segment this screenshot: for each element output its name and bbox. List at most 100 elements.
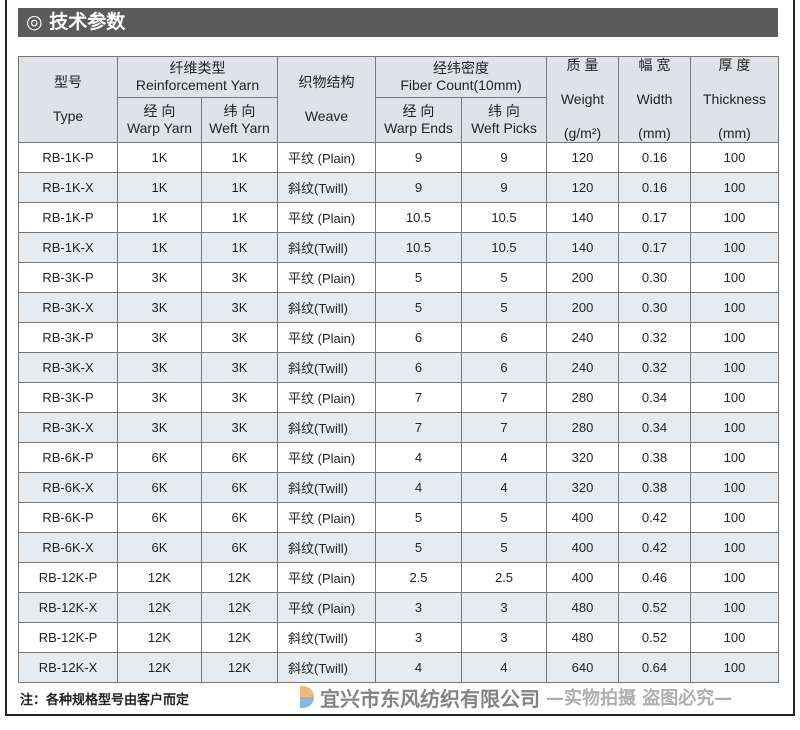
table-cell: 100	[690, 382, 779, 413]
table-cell: RB-6K-X	[18, 532, 118, 563]
table-cell: RB-1K-P	[18, 142, 118, 173]
table-cell: 0.16	[618, 142, 691, 173]
table-cell: 100	[690, 412, 779, 443]
table-cell: 7	[461, 412, 547, 443]
table-cell: 100	[690, 352, 779, 383]
table-cell: 9	[375, 142, 462, 173]
page-frame	[5, 0, 795, 716]
table-cell: 100	[690, 142, 779, 173]
table-cell: 3K	[117, 352, 202, 383]
table-cell: 0.32	[618, 322, 691, 353]
table-cell: RB-12K-P	[18, 622, 118, 653]
table-cell: 5	[375, 262, 462, 293]
table-cell: RB-3K-P	[18, 382, 118, 413]
table-cell: 斜纹(Twill)	[277, 472, 376, 503]
col-yarn: 纤维类型 Reinforcement Yarn	[117, 55, 278, 99]
table-cell: 0.42	[618, 502, 691, 533]
table-cell: 4	[461, 442, 547, 473]
table-cell: 120	[546, 172, 619, 203]
table-cell: RB-3K-X	[18, 412, 118, 443]
table-cell: 4	[375, 442, 462, 473]
table-cell: 100	[690, 622, 779, 653]
spec-table: 型号 Type 纤维类型 Reinforcement Yarn 织物结构 Weave …	[18, 55, 779, 683]
table-cell: 6K	[201, 442, 278, 473]
table-cell: 平纹 (Plain)	[277, 202, 376, 233]
table-cell: 斜纹(Twill)	[277, 352, 376, 383]
table-cell: 12K	[117, 652, 202, 683]
table-cell: 12K	[201, 592, 278, 623]
table-cell: 280	[546, 412, 619, 443]
table-row: RB-12K-P 12K 12K 斜纹(Twill) 3 3 480 0.52 100	[18, 622, 779, 653]
table-cell: 5	[461, 262, 547, 293]
table-cell: 斜纹(Twill)	[277, 232, 376, 263]
col-width: 幅 宽 Width (mm)	[618, 56, 691, 143]
table-cell: 240	[546, 352, 619, 383]
table-cell: 100	[690, 292, 779, 323]
table-cell: 12K	[117, 592, 202, 623]
table-cell: 平纹 (Plain)	[277, 502, 376, 533]
table-cell: 1K	[117, 202, 202, 233]
table-cell: 0.64	[618, 652, 691, 683]
table-cell: RB-3K-P	[18, 322, 118, 353]
table-cell: 10.5	[461, 232, 547, 263]
table-cell: 6	[461, 322, 547, 353]
table-cell: 480	[546, 592, 619, 623]
col-weave: 织物结构 Weave	[277, 56, 376, 143]
table-cell: 斜纹(Twill)	[277, 172, 376, 203]
table-cell: 100	[690, 502, 779, 533]
table-cell: 1K	[117, 172, 202, 203]
table-cell: RB-3K-X	[18, 352, 118, 383]
table-row: RB-6K-X 6K 6K 斜纹(Twill) 5 5 400 0.42 100	[18, 532, 779, 563]
table-cell: 120	[546, 142, 619, 173]
table-cell: 6	[375, 322, 462, 353]
table-row: RB-6K-P 6K 6K 平纹 (Plain) 4 4 320 0.38 100	[18, 442, 779, 473]
table-cell: 0.17	[618, 202, 691, 233]
table-cell: 3	[461, 592, 547, 623]
table-cell: RB-12K-X	[18, 652, 118, 683]
table-cell: 100	[690, 592, 779, 623]
table-cell: 6	[461, 352, 547, 383]
table-cell: 100	[690, 262, 779, 293]
table-cell: 斜纹(Twill)	[277, 412, 376, 443]
table-cell: 400	[546, 532, 619, 563]
table-row: RB-3K-X 3K 3K 斜纹(Twill) 5 5 200 0.30 100	[18, 292, 779, 323]
table-cell: 平纹 (Plain)	[277, 142, 376, 173]
table-cell: 9	[375, 172, 462, 203]
table-row: RB-1K-P 1K 1K 平纹 (Plain) 10.5 10.5 140 0.17 100	[18, 202, 779, 233]
col-weight: 质 量 Weight (g/m²)	[546, 56, 619, 143]
table-cell: RB-12K-X	[18, 592, 118, 623]
table-row: RB-6K-X 6K 6K 斜纹(Twill) 4 4 320 0.38 100	[18, 472, 779, 503]
table-cell: RB-6K-P	[18, 502, 118, 533]
table-cell: 3K	[201, 262, 278, 293]
table-cell: 320	[546, 472, 619, 503]
section-title: ◎ 技术参数	[26, 11, 126, 33]
table-cell: 0.42	[618, 532, 691, 563]
table-cell: 2.5	[375, 562, 462, 593]
table-row: RB-12K-P 12K 12K 平纹 (Plain) 2.5 2.5 400 0.46 100	[18, 562, 779, 593]
table-cell: 12K	[201, 622, 278, 653]
table-cell: 100	[690, 172, 779, 203]
table-cell: 3K	[201, 412, 278, 443]
table-cell: 3K	[117, 382, 202, 413]
table-cell: 7	[375, 382, 462, 413]
table-cell: 0.38	[618, 442, 691, 473]
table-row: RB-12K-X 12K 12K 斜纹(Twill) 4 4 640 0.64 100	[18, 652, 779, 683]
table-cell: 斜纹(Twill)	[277, 292, 376, 323]
table-cell: 0.32	[618, 352, 691, 383]
footnote: 注：各种规格型号由客户而定	[20, 693, 190, 708]
table-row: RB-3K-X 3K 3K 斜纹(Twill) 6 6 240 0.32 100	[18, 352, 779, 383]
table-cell: 0.52	[618, 592, 691, 623]
table-cell: 9	[461, 172, 547, 203]
table-cell: 5	[461, 292, 547, 323]
table-cell: 6K	[117, 472, 202, 503]
table-cell: 100	[690, 472, 779, 503]
table-cell: 平纹 (Plain)	[277, 442, 376, 473]
table-cell: 6K	[201, 472, 278, 503]
table-cell: RB-6K-P	[18, 442, 118, 473]
table-cell: 3K	[201, 292, 278, 323]
table-cell: 3K	[117, 262, 202, 293]
table-cell: 0.34	[618, 382, 691, 413]
table-cell: 1K	[117, 142, 202, 173]
col-type: 型号 Type	[18, 56, 118, 143]
table-cell: 3	[375, 592, 462, 623]
